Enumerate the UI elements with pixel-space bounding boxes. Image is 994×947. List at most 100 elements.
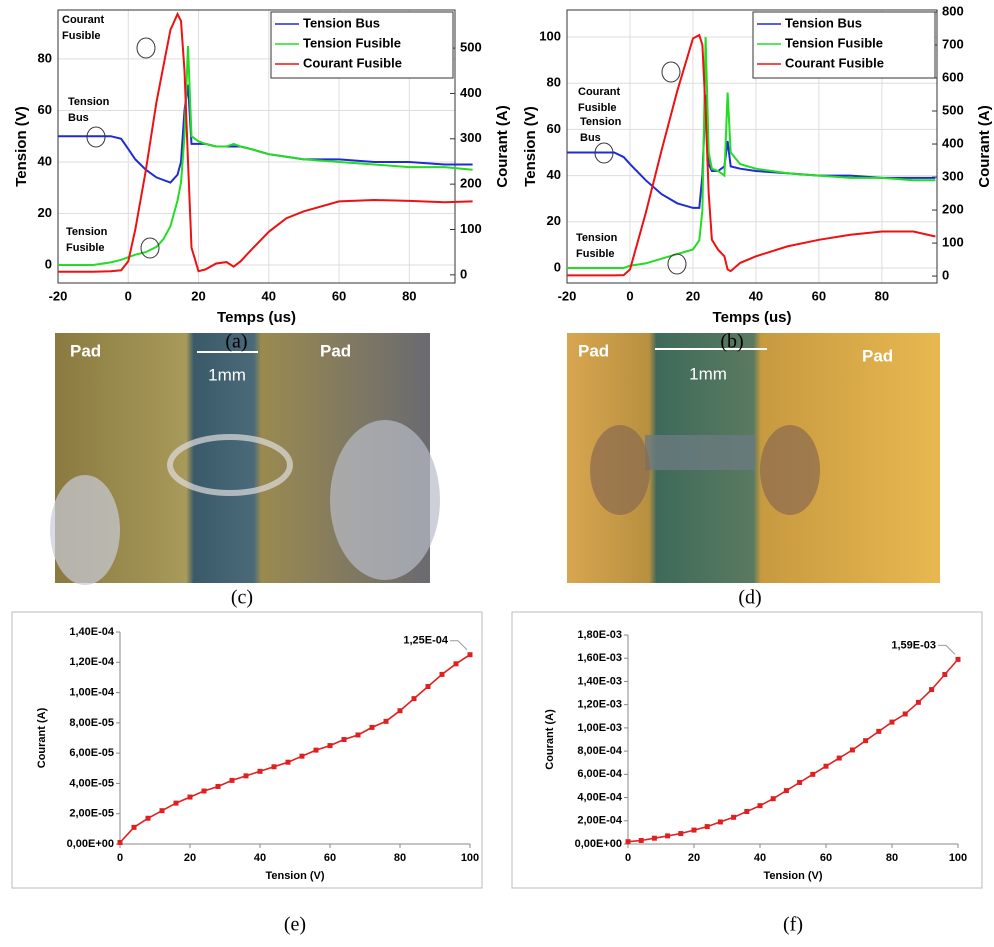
chart-frame bbox=[11, 611, 483, 889]
marker bbox=[369, 724, 375, 730]
marker bbox=[425, 684, 431, 690]
marker bbox=[439, 671, 445, 677]
y-tick-label: 1,40E-04 bbox=[69, 626, 115, 638]
chip bbox=[645, 435, 755, 470]
marker bbox=[625, 839, 631, 845]
marker bbox=[383, 718, 389, 724]
photo-d: Pad Pad 1mm (d) bbox=[567, 333, 940, 609]
x-tick-label: 80 bbox=[402, 288, 416, 303]
x-tick-label: 40 bbox=[754, 852, 766, 864]
x-tick-label: 0 bbox=[625, 852, 631, 864]
x-tick-label: 0 bbox=[125, 288, 132, 303]
y-tick-label: 80 bbox=[547, 75, 561, 90]
photo-c: Pad Pad 1mm (c) bbox=[50, 333, 440, 609]
annotation-line: Tension bbox=[580, 116, 622, 128]
annotation: Tension Bus bbox=[68, 96, 110, 124]
marker bbox=[691, 827, 697, 833]
y-tick-label: 0,00E+00 bbox=[67, 838, 114, 850]
y-tick-label: 0 bbox=[45, 256, 52, 271]
annotation-circle bbox=[667, 253, 687, 275]
data-label: 1,59E-03 bbox=[891, 639, 936, 651]
annotation-circle bbox=[594, 142, 614, 164]
x-tick-label: 20 bbox=[686, 288, 700, 303]
series-line bbox=[567, 94, 936, 209]
bond bbox=[167, 434, 293, 496]
y2-tick-label: 200 bbox=[942, 201, 964, 216]
y-tick-label: 8,00E-05 bbox=[69, 717, 114, 729]
y-tick-label: 40 bbox=[547, 167, 561, 182]
y-tick-label: 1,00E-04 bbox=[69, 686, 115, 698]
annotation-circle bbox=[86, 126, 106, 148]
x-axis-title: Temps (us) bbox=[217, 309, 296, 326]
marker bbox=[243, 773, 249, 779]
y2-axis-title: Courant (A) bbox=[976, 105, 993, 188]
marker bbox=[117, 839, 123, 845]
marker bbox=[341, 737, 347, 743]
annotation-line: Bus bbox=[68, 112, 89, 124]
plot-frame bbox=[566, 9, 938, 284]
series-line bbox=[627, 658, 959, 843]
legend-box bbox=[752, 11, 936, 79]
annotation-line: Bus bbox=[580, 132, 601, 144]
pad-label: Pad bbox=[862, 346, 893, 365]
x-tick-label: 60 bbox=[332, 288, 346, 303]
annotation-circle bbox=[140, 237, 160, 259]
marker bbox=[285, 759, 291, 765]
y-tick-label: 60 bbox=[547, 121, 561, 136]
marker bbox=[201, 788, 207, 794]
y-tick-label: 1,80E-03 bbox=[577, 629, 622, 641]
y-tick-label: 60 bbox=[38, 102, 52, 117]
x-tick-label: 20 bbox=[191, 288, 205, 303]
y-tick-label: 0,00E+00 bbox=[575, 838, 622, 850]
y2-tick-label: 400 bbox=[460, 85, 482, 100]
x-tick-label: 60 bbox=[812, 288, 826, 303]
y2-tick-label: 200 bbox=[460, 176, 482, 191]
annotation-line: Fusible bbox=[578, 102, 617, 114]
caption: (f) bbox=[783, 914, 803, 936]
marker bbox=[797, 779, 803, 785]
x-tick-label: 0 bbox=[626, 288, 633, 303]
series-line bbox=[119, 654, 471, 844]
pad-label: Pad bbox=[320, 341, 351, 360]
marker bbox=[770, 796, 776, 802]
legend-label: Tension Fusible bbox=[785, 35, 883, 50]
legend-label: Courant Fusible bbox=[303, 55, 402, 70]
x-tick-label: 80 bbox=[886, 852, 898, 864]
solder bbox=[50, 475, 120, 585]
marker bbox=[810, 771, 816, 777]
y2-tick-label: 100 bbox=[460, 221, 482, 236]
marker bbox=[411, 696, 417, 702]
annotation: Tension Bus bbox=[580, 116, 622, 144]
marker bbox=[717, 819, 723, 825]
x-axis-title: Tension (V) bbox=[265, 870, 324, 882]
series-line bbox=[58, 46, 473, 266]
marker bbox=[915, 699, 921, 705]
y2-tick-label: 600 bbox=[942, 69, 964, 84]
x-axis-title: Temps (us) bbox=[713, 309, 792, 326]
series-line bbox=[58, 11, 473, 273]
y-tick-label: 1,60E-03 bbox=[577, 652, 622, 664]
x-tick-label: 80 bbox=[394, 852, 406, 864]
legend-label: Tension Fusible bbox=[303, 35, 401, 50]
marker bbox=[849, 747, 855, 753]
x-tick-label: 100 bbox=[461, 852, 479, 864]
data-label: 1,25E-04 bbox=[403, 635, 449, 647]
marker bbox=[942, 671, 948, 677]
caption: (a) bbox=[225, 331, 247, 353]
y-tick-label: 40 bbox=[38, 153, 52, 168]
y-tick-label: 0 bbox=[554, 259, 561, 274]
marker bbox=[678, 831, 684, 837]
marker bbox=[355, 732, 361, 738]
marker bbox=[823, 763, 829, 769]
y-tick-label: 1,20E-04 bbox=[69, 656, 115, 668]
marker bbox=[467, 652, 473, 658]
marker bbox=[836, 755, 842, 761]
marker bbox=[131, 824, 137, 830]
y2-tick-label: 500 bbox=[460, 40, 482, 55]
y-tick-label: 4,00E-05 bbox=[69, 777, 114, 789]
caption: (e) bbox=[284, 914, 306, 936]
y2-tick-label: 300 bbox=[942, 168, 964, 183]
y-tick-label: 20 bbox=[547, 213, 561, 228]
marker bbox=[863, 738, 869, 744]
y2-tick-label: 0 bbox=[460, 266, 467, 281]
